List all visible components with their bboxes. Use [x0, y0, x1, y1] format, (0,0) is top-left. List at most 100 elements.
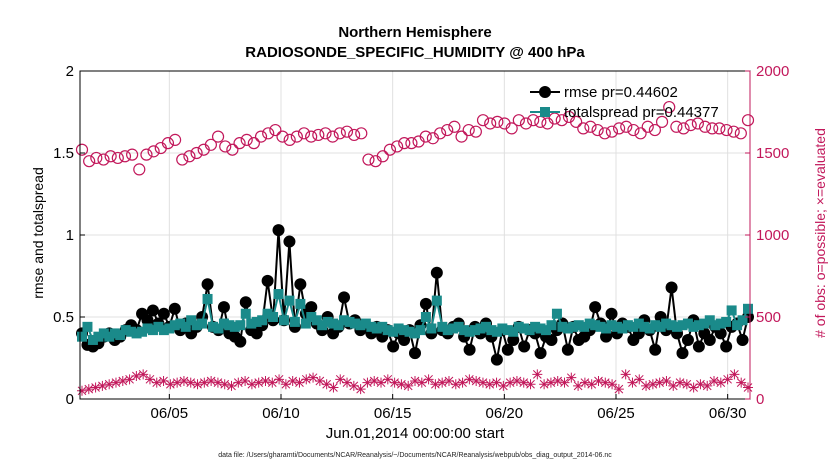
obs-evaluated-point: [423, 374, 434, 385]
obs-possible-point: [670, 120, 683, 133]
totalspread-point: [737, 315, 748, 326]
totalspread-point: [153, 321, 164, 332]
obs-evaluated-point: [206, 375, 217, 386]
legend-label: rmse pr=0.44602: [564, 84, 678, 101]
totalspread-point: [82, 321, 93, 332]
obs-evaluated-point: [253, 377, 264, 388]
rmse-point: [430, 266, 443, 279]
obs-possible-point: [240, 133, 253, 146]
obs-evaluated-point: [641, 380, 652, 391]
totalspread-point: [693, 320, 704, 331]
obs-evaluated-point: [484, 379, 495, 390]
obs-evaluated-point: [464, 374, 475, 385]
obs-evaluated-point: [688, 382, 699, 393]
obs-evaluated-point: [192, 379, 203, 390]
series-obs-evaluated: [77, 369, 753, 396]
totalspread-point: [584, 318, 595, 329]
axis-ticks: 0 0.5 1 1.5 2 0 500 1000 1500 2000 06/05 06/10 06/15…: [53, 63, 789, 422]
totalspread-point: [77, 331, 87, 342]
totalspread-point: [650, 320, 661, 331]
legend-label: totalspread pr=0.44377: [564, 104, 719, 121]
obs-possible-point: [83, 155, 96, 168]
totalspread-point: [710, 320, 721, 331]
totalspread-point: [126, 326, 137, 337]
obs-possible-point: [168, 133, 182, 146]
obs-evaluated-point: [613, 384, 624, 395]
obs-evaluated-point: [158, 375, 169, 386]
obs-possible-point: [340, 125, 354, 138]
totalspread-point: [672, 321, 683, 332]
obs-evaluated-point: [545, 377, 556, 388]
totalspread-point: [524, 325, 535, 336]
rmse-point: [676, 347, 689, 360]
totalspread-point: [508, 326, 519, 337]
totalspread-point: [448, 323, 459, 334]
obs-possible-point: [140, 148, 153, 161]
totalspread-point: [328, 318, 339, 329]
obs-possible-point: [433, 127, 447, 140]
obs-evaluated-point: [654, 377, 665, 388]
obs-evaluated-point: [124, 374, 135, 385]
obs-evaluated-point: [715, 377, 726, 388]
totalspread-point: [202, 293, 213, 304]
obs-possible-point: [727, 125, 740, 138]
obs-evaluated-point: [212, 377, 223, 388]
obs-possible-point: [183, 150, 196, 163]
x-tick-label: 06/30: [709, 405, 747, 422]
obs-evaluated-point: [240, 375, 251, 386]
obs-evaluated-point: [532, 369, 543, 380]
totalspread-point: [322, 316, 333, 327]
totalspread-point: [464, 326, 475, 337]
totalspread-point: [721, 316, 732, 327]
totalspread-point: [93, 331, 104, 342]
totalspread-point: [349, 318, 360, 329]
obs-possible-point: [691, 117, 704, 130]
totalspread-point: [377, 321, 388, 332]
obs-possible-point: [448, 120, 461, 133]
obs-evaluated-point: [382, 374, 393, 385]
totalspread-point: [208, 321, 219, 332]
obs-evaluated-point: [579, 377, 590, 388]
totalspread-point: [246, 318, 257, 329]
obs-evaluated-point: [450, 379, 461, 390]
obs-evaluated-point: [355, 384, 366, 395]
obs-evaluated-point: [539, 379, 550, 390]
obs-evaluated-point: [389, 377, 400, 388]
totalspread-point: [240, 308, 251, 319]
obs-evaluated-point: [736, 377, 747, 388]
obs-possible-point: [684, 119, 697, 132]
obs-possible-point: [505, 122, 518, 135]
obs-evaluated-point: [165, 379, 176, 390]
obs-evaluated-point: [518, 377, 529, 388]
obs-possible-point: [348, 128, 361, 142]
obs-evaluated-point: [403, 380, 414, 391]
obs-evaluated-point: [77, 385, 87, 396]
totalspread-point: [137, 326, 148, 337]
obs-evaluated-point: [437, 377, 448, 388]
obs-evaluated-point: [83, 384, 94, 395]
totalspread-point: [235, 320, 246, 331]
totalspread-point: [262, 308, 273, 319]
totalspread-point: [568, 321, 579, 332]
obs-possible-point: [211, 130, 225, 143]
obs-possible-point: [577, 122, 590, 135]
totalspread-point: [437, 321, 448, 332]
obs-possible-point: [161, 137, 175, 150]
obs-evaluated-point: [335, 374, 346, 385]
obs-possible-point: [133, 163, 146, 176]
obs-possible-point: [591, 123, 604, 137]
totalspread-point: [339, 315, 350, 326]
totalspread-point: [579, 321, 590, 332]
obs-evaluated-point: [226, 380, 237, 391]
totalspread-point: [431, 295, 442, 306]
obs-evaluated-point: [709, 375, 720, 386]
totalspread-point: [415, 325, 426, 336]
totalspread-point: [639, 321, 650, 332]
obs-possible-point: [584, 120, 597, 133]
totalspread-point: [426, 323, 437, 334]
obs-evaluated-point: [185, 377, 196, 388]
totalspread-point: [541, 325, 552, 336]
totalspread-point: [704, 315, 715, 326]
totalspread-point: [715, 318, 726, 329]
